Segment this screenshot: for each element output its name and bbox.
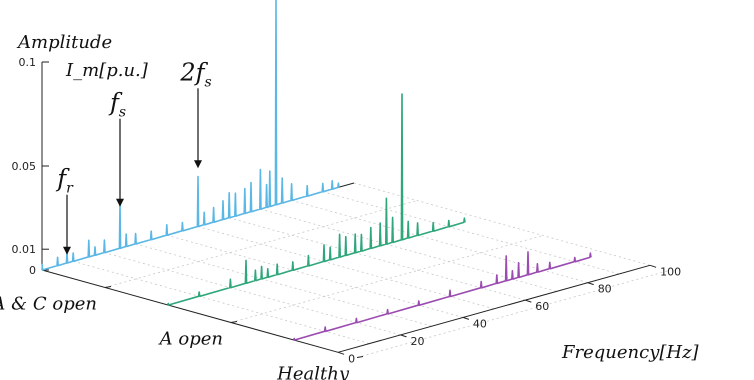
x-tick xyxy=(525,299,532,303)
category-label: A & C open xyxy=(0,294,97,315)
x-tick-label: 80 xyxy=(598,283,612,296)
z-tick-label: 0 xyxy=(29,264,36,277)
x-tick-label: 40 xyxy=(473,317,487,330)
frequency-axis-line xyxy=(337,264,651,353)
grid-layer xyxy=(41,182,670,358)
annotation-arrowhead xyxy=(63,246,71,255)
category-label: Healthy xyxy=(276,364,350,380)
x-tick xyxy=(462,316,470,320)
grid-line xyxy=(166,234,464,318)
grid-line xyxy=(230,235,544,323)
grid-line xyxy=(322,191,620,275)
x-axis-title: Frequency[Hz] xyxy=(561,342,700,363)
series-line xyxy=(293,251,592,341)
grid-line xyxy=(197,226,495,310)
x-tick-label: 60 xyxy=(535,300,549,313)
annotation-subscript: s xyxy=(119,105,126,121)
annotation-label: fs xyxy=(108,89,126,121)
category-label: A open xyxy=(158,329,223,350)
z-tick-label: 0.1 xyxy=(19,56,37,69)
annotation-label: fr xyxy=(55,165,74,197)
x-tick xyxy=(649,264,657,268)
z-axis-unit: I_m[p.u.] xyxy=(65,60,149,81)
grid-line xyxy=(353,182,651,266)
annotation-arrowhead xyxy=(194,160,202,169)
series-line xyxy=(41,0,340,271)
axes-layer xyxy=(41,61,657,358)
x-tick-label: 100 xyxy=(660,265,681,278)
category-tick xyxy=(356,356,364,358)
grid-line xyxy=(135,243,432,327)
annotation-arrowhead xyxy=(116,198,124,207)
z-tick-label: 0.01 xyxy=(12,243,37,256)
annotation-label: 2fs xyxy=(179,58,211,90)
x-tick-label: 20 xyxy=(411,335,425,348)
annotation-subscript: s xyxy=(204,74,211,90)
x-tick-label: 0 xyxy=(348,352,355,365)
grid-line xyxy=(104,200,418,288)
z-axis-title: Amplitude xyxy=(16,32,112,53)
series-line xyxy=(167,93,466,306)
z-tick-label: 0.05 xyxy=(12,160,37,173)
x-tick xyxy=(587,282,594,286)
x-tick xyxy=(400,334,407,338)
category-tick xyxy=(104,286,112,288)
label-layer: 0 20 40 60 80 100 0 0.01 0.05 0.1 A & C open A open… xyxy=(0,32,700,380)
annotation-subscript: r xyxy=(66,181,74,197)
category-tick xyxy=(230,321,238,323)
grid-line xyxy=(356,270,670,358)
series-layer xyxy=(41,0,592,341)
grid-line xyxy=(73,260,370,344)
grid-line xyxy=(229,217,526,301)
grid-line xyxy=(104,252,401,336)
category-axis-line xyxy=(41,269,339,353)
x-tick xyxy=(337,351,345,355)
